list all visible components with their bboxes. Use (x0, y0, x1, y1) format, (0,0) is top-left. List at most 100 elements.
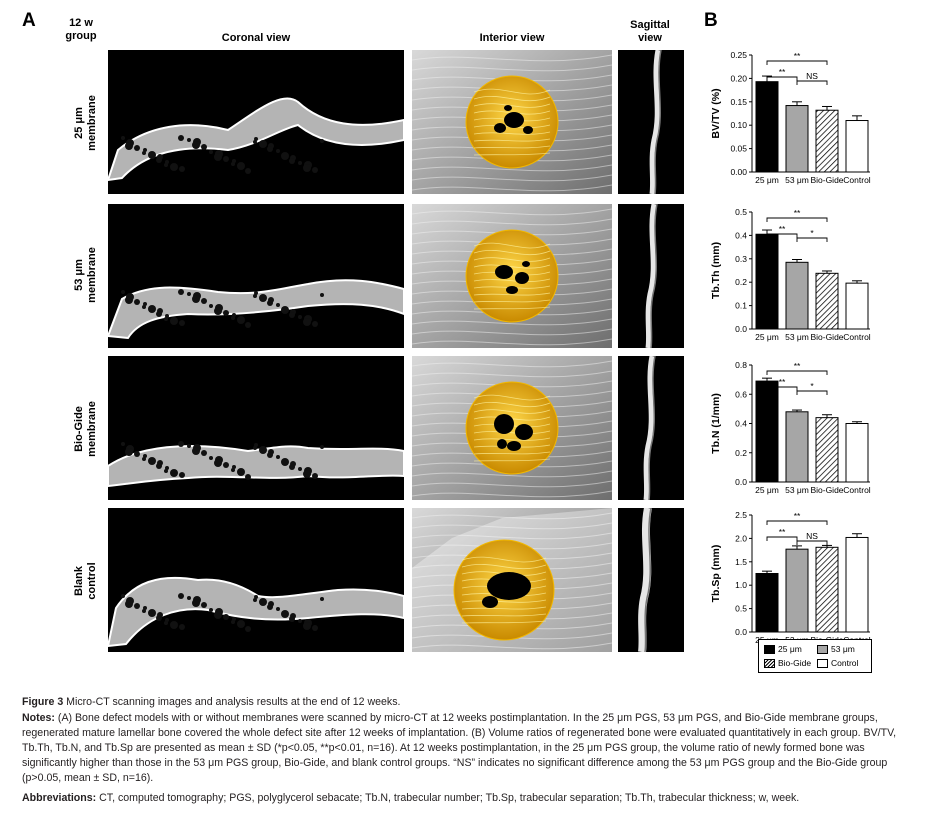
y-tick-label: 0.4 (735, 419, 747, 429)
sagittal-image-biogide (618, 356, 684, 500)
bar-3 (845, 120, 869, 173)
legend-swatch-biogide (764, 658, 775, 668)
group-label-line2: group (65, 30, 97, 42)
legend-item-biogide: Bio-Gide (764, 658, 811, 668)
bar-1 (785, 411, 809, 483)
significance-bracket (766, 536, 798, 541)
y-tick-label: 0.8 (735, 360, 747, 370)
chart-legend: 25 μm 53 μm Bio-Gide Control (758, 639, 872, 673)
legend-swatch-control (817, 658, 828, 668)
x-tick-label: 25 μm (755, 332, 779, 342)
y-tick-label: 0.5 (735, 207, 747, 217)
sagittal-image-25um (618, 50, 684, 194)
coronal-image-25um (108, 50, 404, 194)
y-tick-label: 0.0 (735, 627, 747, 637)
bar-3 (845, 536, 869, 633)
legend-item-53um: 53 μm (817, 644, 855, 654)
significance-bracket (766, 370, 828, 375)
significance-bracket (796, 390, 828, 395)
bar-2 (815, 272, 839, 330)
header-sagittal-line1: Sagittal (630, 19, 670, 31)
significance-bracket (766, 217, 828, 222)
interior-image-53um (412, 204, 612, 348)
y-tick-label: 2.0 (735, 533, 747, 543)
y-tick-label: 0.00 (730, 167, 747, 177)
sagittal-image-blank (618, 508, 684, 652)
significance-bracket (796, 80, 828, 85)
x-tick-label: Control (843, 175, 871, 185)
bar-0 (755, 81, 779, 173)
x-tick-label: Bio-Gide (810, 485, 843, 495)
x-tick-label: Control (843, 485, 871, 495)
bar-1 (785, 261, 809, 330)
y-tick-label: 0.0 (735, 477, 747, 487)
group-label: 12 w group (46, 17, 116, 43)
bar-2 (815, 546, 839, 633)
row-label-blank-line2: control (86, 562, 98, 600)
significance-bracket (796, 237, 828, 242)
y-tick-label: 0.10 (730, 120, 747, 130)
x-tick-label: Control (843, 332, 871, 342)
x-tick-label: 53 μm (785, 485, 809, 495)
legend-label-25um: 25 μm (778, 644, 802, 654)
y-axis-label: BV/TV (%) (710, 88, 722, 138)
interior-image-blank (412, 508, 612, 652)
row-label-biogide-line2: membrane (86, 401, 98, 457)
bar-3 (845, 282, 869, 330)
significance-label: NS (806, 71, 818, 81)
significance-bracket (766, 76, 798, 81)
interior-image-biogide (412, 356, 612, 500)
row-label-biogide: Bio-Gide membrane (73, 389, 99, 469)
x-tick-label: Bio-Gide (810, 332, 843, 342)
row-label-25um: 25 μm membrane (73, 83, 99, 163)
y-axis-label: Tb.Sp (mm) (710, 545, 722, 603)
legend-label-biogide: Bio-Gide (778, 658, 812, 668)
y-tick-label: 1.0 (735, 580, 747, 590)
coronal-image-biogide (108, 356, 404, 500)
y-tick-label: 0.1 (735, 301, 747, 311)
row-label-blank-line1: Blank (73, 566, 85, 596)
significance-bracket (766, 233, 798, 238)
abbreviations-label: Abbreviations: (22, 792, 97, 804)
row-label-25um-line2: membrane (86, 95, 98, 151)
x-tick-label: Bio-Gide (810, 175, 843, 185)
significance-bracket (766, 386, 798, 391)
row-label-53um: 53 μm membrane (73, 235, 99, 315)
sagittal-image-53um (618, 204, 684, 348)
bar-3 (845, 423, 869, 483)
bar-1 (785, 548, 809, 633)
legend-swatch-53um (817, 644, 828, 654)
header-interior: Interior view (479, 32, 545, 44)
row-label-25um-line1: 25 μm (73, 107, 85, 139)
significance-label: ** (794, 361, 801, 371)
y-tick-label: 0.0 (735, 324, 747, 334)
row-label-53um-line1: 53 μm (73, 259, 85, 291)
significance-label: ** (779, 224, 786, 234)
bar-1 (785, 105, 809, 173)
y-tick-label: 0.05 (730, 144, 747, 154)
bar-0 (755, 573, 779, 633)
legend-item-control: Control (817, 658, 858, 668)
figure-caption-title: Figure 3 Micro-CT scanning images and an… (22, 695, 914, 710)
significance-label: * (810, 381, 814, 391)
y-tick-label: 0.2 (735, 448, 747, 458)
significance-bracket (766, 520, 828, 525)
header-sagittal-line2: view (638, 32, 662, 44)
y-axis-label: Tb.N (1/mm) (710, 393, 722, 454)
header-sagittal: Sagittal view (616, 19, 684, 45)
bar-0 (755, 380, 779, 483)
header-coronal: Coronal view (221, 32, 291, 44)
x-tick-label: 53 μm (785, 175, 809, 185)
notes-text: (A) Bone defect models with or without m… (22, 712, 897, 784)
group-label-line1: 12 w (69, 17, 93, 29)
x-tick-label: 25 μm (755, 485, 779, 495)
panel-b-letter: B (704, 10, 718, 31)
y-tick-label: 0.6 (735, 389, 747, 399)
y-tick-label: 2.5 (735, 510, 747, 520)
bar-2 (815, 109, 839, 173)
interior-image-25um (412, 50, 612, 194)
significance-label: * (810, 228, 814, 238)
coronal-image-blank (108, 508, 404, 652)
figure-title: Micro-CT scanning images and analysis re… (66, 696, 401, 708)
notes-label: Notes: (22, 712, 55, 724)
